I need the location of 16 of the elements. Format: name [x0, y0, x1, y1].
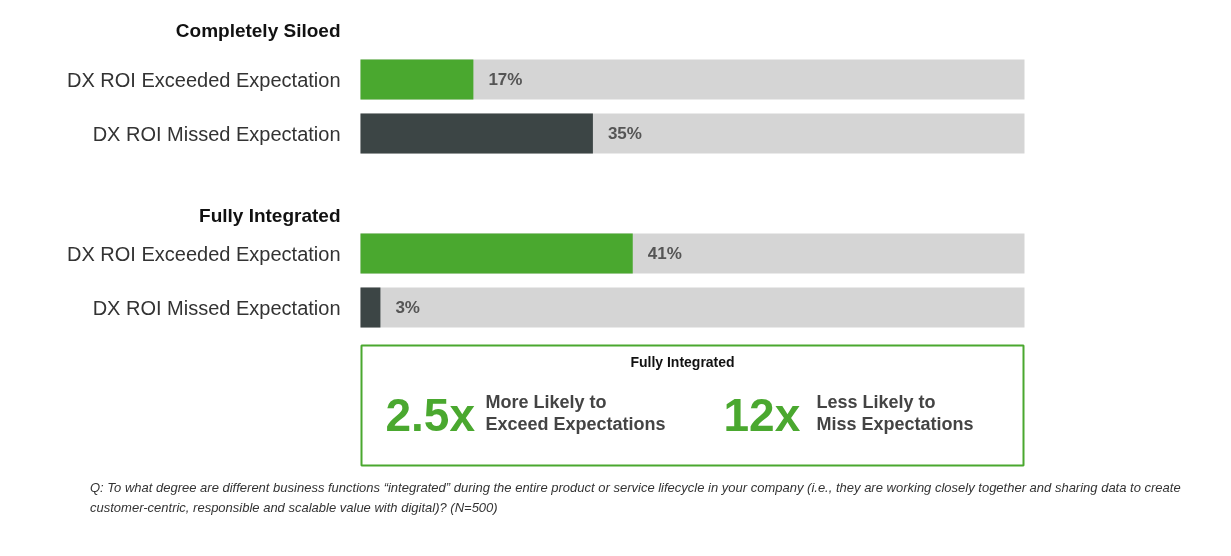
y-tick-label: DX ROI Exceeded Expectation	[67, 242, 341, 265]
text: Q: To what degree are different business functions “integrated” during the entire product or service lifecycle in your company (i.e., they are working closely together and sharing data to create customer-centric, responsible and scalable value with digital)? (N=500)	[90, 479, 1182, 517]
y-tick-label: DX ROI Missed Expectation	[92, 122, 341, 145]
data-label: 35%	[607, 124, 642, 143]
text: More Likely to Exceed Expectations	[485, 391, 666, 434]
text: Less Likely to Miss Expectations	[816, 391, 974, 434]
annotation: Fully Integrated	[630, 353, 735, 370]
data-label: 17%	[488, 70, 523, 89]
text: 2.5x	[385, 388, 476, 441]
text: Fully Integrated	[199, 205, 341, 226]
text: Completely Siloed	[175, 20, 341, 41]
text: 12x	[723, 388, 801, 441]
data-label: 41%	[647, 244, 682, 263]
data-label: 3%	[395, 298, 420, 317]
y-tick-label: DX ROI Missed Expectation	[92, 296, 341, 319]
y-tick-label: DX ROI Exceeded Expectation	[67, 68, 341, 91]
